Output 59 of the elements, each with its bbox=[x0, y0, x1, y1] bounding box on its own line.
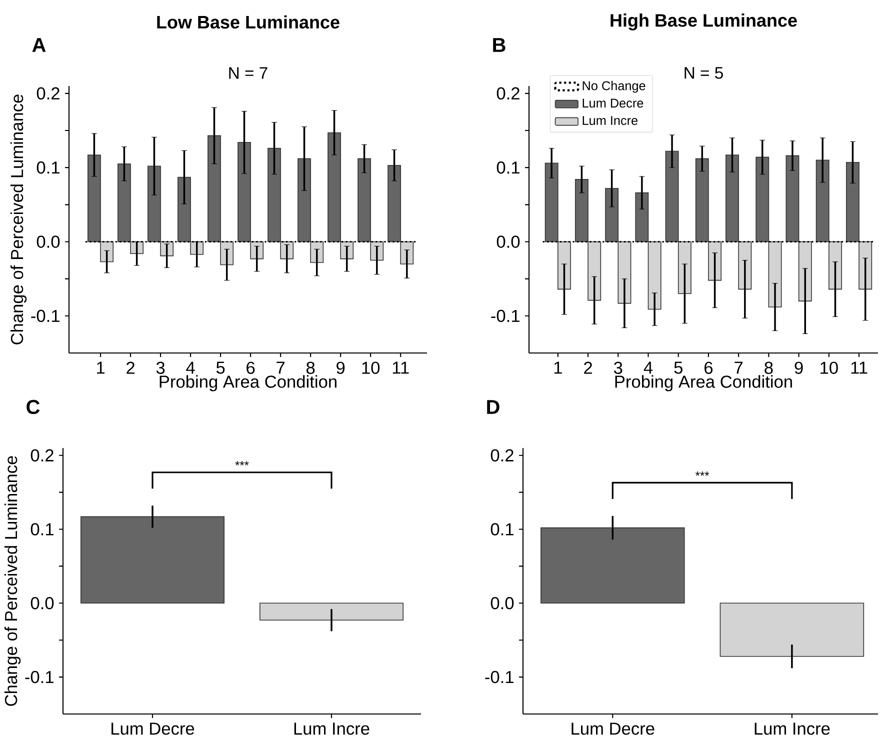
x-tick-label: 7 bbox=[276, 362, 285, 374]
text: D bbox=[487, 400, 500, 414]
y-tick-label: 0.2 bbox=[30, 449, 54, 462]
legend-label: Lum Decre bbox=[582, 98, 644, 108]
x-tick-label: 2 bbox=[584, 362, 592, 374]
y-tick-label: 0.0 bbox=[30, 597, 54, 610]
y-tick-label: -0.1 bbox=[25, 670, 54, 684]
x-tick-label: 4 bbox=[186, 362, 195, 374]
x-tick-label: Lum Decre bbox=[112, 722, 194, 735]
y-tick-label: 0.2 bbox=[496, 87, 520, 100]
chart-title: High Base Luminance bbox=[610, 14, 797, 30]
y-axis-title: Change of Perceived Luminance bbox=[4, 456, 21, 706]
y-tick-label: 0.0 bbox=[36, 236, 60, 248]
x-tick-label: 3 bbox=[614, 362, 622, 374]
x-tick-label: Lum Decre bbox=[572, 722, 654, 735]
x-tick-label: 9 bbox=[336, 362, 345, 374]
x-axis-title: Probing Area Condition bbox=[160, 375, 336, 392]
text: C bbox=[26, 400, 40, 414]
y-tick-label: -0.1 bbox=[485, 670, 514, 684]
y-tick-label: 0.2 bbox=[490, 449, 514, 462]
x-tick-label: 10 bbox=[820, 362, 838, 374]
x-tick-label: 6 bbox=[704, 362, 713, 374]
y-tick-label: 0.1 bbox=[490, 523, 514, 536]
chart-title: Low Base Luminance bbox=[157, 15, 340, 29]
y-tick-label: 0.1 bbox=[496, 161, 520, 174]
legend-label: No Change bbox=[582, 80, 646, 93]
x-tick-label: 11 bbox=[851, 362, 868, 374]
text: B bbox=[493, 38, 506, 52]
x-tick-label: 11 bbox=[392, 362, 409, 374]
x-tick-label: 5 bbox=[216, 362, 225, 374]
y-tick-label: 0.1 bbox=[36, 161, 60, 174]
y-axis-title: Change of Perceived Luminance bbox=[10, 94, 27, 344]
annotation: *** bbox=[235, 461, 249, 466]
x-tick-label: 9 bbox=[794, 362, 803, 374]
x-tick-label: 1 bbox=[554, 362, 562, 374]
x-tick-label: 6 bbox=[246, 362, 255, 374]
y-tick-label: 0.0 bbox=[490, 597, 514, 610]
x-tick-label: 5 bbox=[674, 362, 682, 374]
x-tick-label: 8 bbox=[764, 362, 773, 374]
y-tick-label: 0.0 bbox=[496, 236, 520, 248]
x-tick-label: 7 bbox=[734, 362, 743, 374]
y-tick-label: -0.1 bbox=[491, 310, 520, 322]
x-tick-label: 1 bbox=[97, 362, 104, 374]
text: A bbox=[32, 38, 46, 52]
y-tick-label: -0.1 bbox=[31, 310, 60, 322]
x-tick-label: Lum Incre bbox=[294, 722, 370, 735]
x-tick-label: 8 bbox=[306, 362, 315, 374]
x-tick-label: 3 bbox=[156, 362, 165, 374]
x-tick-label: 10 bbox=[362, 362, 380, 374]
annotation: *** bbox=[695, 472, 710, 476]
chart-subtitle: N = 7 bbox=[229, 67, 268, 79]
y-tick-label: 0.1 bbox=[30, 523, 54, 536]
x-axis-title: Probing Area Condition bbox=[615, 375, 792, 392]
x-tick-label: Lum Incre bbox=[754, 722, 830, 735]
x-tick-label: 2 bbox=[126, 362, 134, 374]
y-tick-label: 0.2 bbox=[36, 87, 60, 100]
chart-subtitle: N = 5 bbox=[684, 67, 723, 79]
x-tick-label: 4 bbox=[644, 362, 653, 374]
legend-label: Lum Incre bbox=[582, 116, 638, 125]
